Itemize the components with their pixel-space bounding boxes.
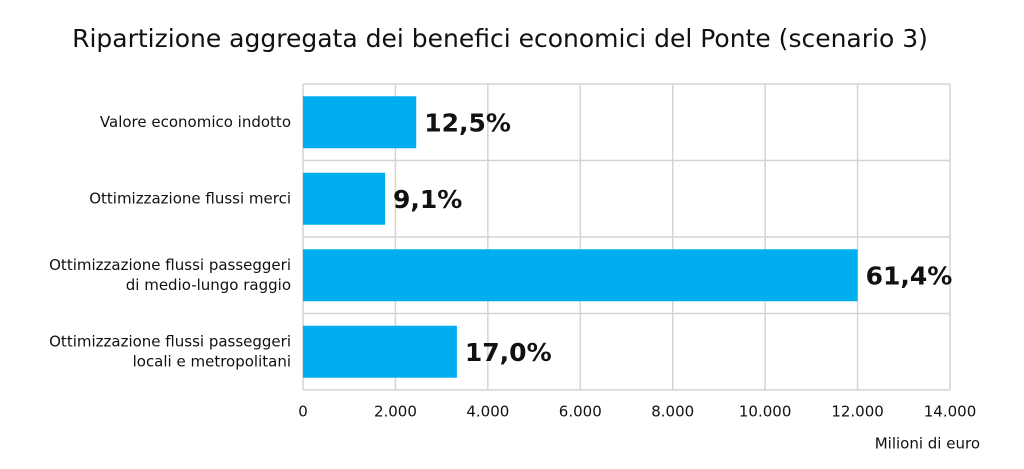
bar xyxy=(303,172,386,225)
x-tick-label: 8.000 xyxy=(651,403,694,421)
x-tick-label: 14.000 xyxy=(924,403,977,421)
x-tick-label: 2.000 xyxy=(374,403,417,421)
bar xyxy=(303,249,858,302)
y-tick-label: di medio-lungo raggio xyxy=(126,276,291,294)
y-tick-label: Valore economico indotto xyxy=(100,113,291,131)
value-label: 9,1% xyxy=(393,185,462,214)
y-tick-label: locali e metropolitani xyxy=(133,352,291,370)
x-tick-label: 0 xyxy=(298,403,308,421)
y-tick-label: Ottimizzazione flussi merci xyxy=(89,189,291,207)
value-label: 12,5% xyxy=(424,108,511,137)
y-tick-label: Ottimizzazione flussi passeggeri xyxy=(49,332,291,350)
x-tick-label: 12.000 xyxy=(831,403,884,421)
x-axis-label: Milioni di euro xyxy=(875,435,980,453)
x-tick-label: 4.000 xyxy=(466,403,509,421)
x-tick-label: 6.000 xyxy=(559,403,602,421)
y-tick-label: Ottimizzazione flussi passeggeri xyxy=(49,256,291,274)
chart-title: Ripartizione aggregata dei benefici econ… xyxy=(72,24,928,53)
value-label: 17,0% xyxy=(465,338,552,367)
bar xyxy=(303,325,457,378)
x-tick-label: 10.000 xyxy=(739,403,792,421)
bar xyxy=(303,96,417,149)
value-label: 61,4% xyxy=(866,261,953,290)
